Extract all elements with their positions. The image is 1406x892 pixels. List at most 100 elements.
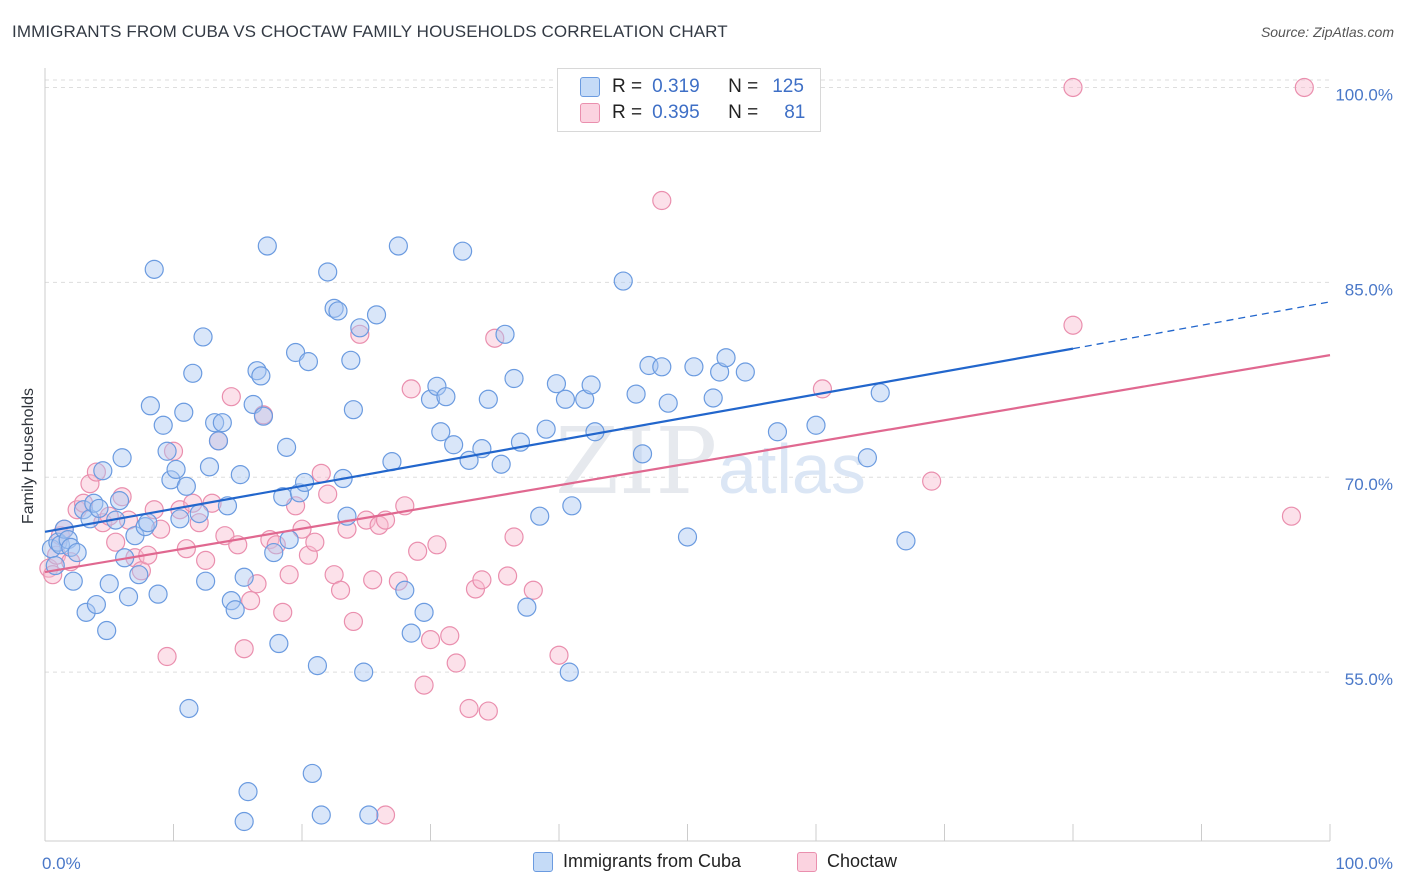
cuba-point [58,529,78,550]
legend-row-cuba: R = 0.319 N = 125 [580,75,804,99]
cuba-point [257,236,277,256]
cuba-point [311,805,331,825]
cuba-point [176,476,196,496]
choctaw-point [446,653,466,673]
cuba-point [225,600,245,620]
cuba-point [144,259,164,279]
cuba-point [453,241,473,261]
legend-swatch-cuba [533,851,553,872]
cuba-point [217,496,238,516]
choctaw-point [80,474,100,494]
choctaw-point [414,675,434,695]
choctaw-point [427,535,447,555]
cuba-point [76,602,96,622]
watermark-atlas: atlas [718,430,866,508]
cuba-point [559,662,579,682]
cuba-point [388,236,408,256]
cuba-point [99,574,119,594]
cuba-point [366,305,387,325]
cuba-point [495,324,515,344]
legend-n-value: 81 [784,102,806,123]
watermark-zip: ZIP [555,408,717,515]
cuba-point [205,413,225,433]
choctaw-point [1063,315,1083,335]
cuba-point [234,811,254,832]
cuba-point [89,498,109,519]
cuba-point [359,805,379,825]
legend-swatch-choctaw [797,851,817,872]
choctaw-point [350,324,370,344]
cuba-point [530,506,550,526]
cuba-point [703,388,723,408]
choctaw-point [363,570,383,590]
cuba-point [157,441,177,461]
cuba-point [174,402,194,422]
choctaw-point [472,570,492,590]
cuba-point [298,352,319,372]
cuba-trend-line [44,347,1074,533]
cuba-point [735,362,755,382]
cuba-point [307,656,328,676]
legend-item-cuba: Immigrants from Cuba [533,851,741,872]
x-tick-label: 100.0% [1335,854,1393,873]
cuba-point [294,472,315,493]
cuba-point [504,368,524,389]
cuba-point [684,357,704,377]
cuba-point [806,415,826,435]
choctaw-point [86,462,107,482]
cuba-point [84,493,104,513]
cuba-point [767,422,788,442]
cuba-point [716,348,736,368]
cuba-point [247,361,267,381]
legend-swatch-choctaw [580,103,600,123]
choctaw-point [922,471,942,491]
trend-lines [44,301,1331,574]
choctaw-point [157,646,177,667]
cuba-point [118,587,139,607]
legend-row-choctaw: R = 0.395 N = 81 [580,101,805,125]
tick-labels: 55.0% 70.0% 85.0% 100.0% 0.0% 100.0% [42,85,1393,873]
cuba-points [41,236,916,832]
axes [44,68,1331,842]
cuba-point [318,262,338,282]
cuba-point [269,633,289,654]
cuba-point [212,413,232,433]
cuba-point [632,444,653,464]
source-label: Source: ZipAtlas.com [1260,24,1394,40]
cuba-point [546,374,567,394]
cuba-point [677,527,698,547]
choctaw-point [420,630,441,650]
cuba-point [129,565,149,585]
cuba-point [328,301,348,321]
choctaw-point [652,190,672,211]
legend-r-label: R = [612,102,643,123]
cuba-point [253,406,274,426]
choctaw-point [549,645,569,665]
cuba-point [238,782,258,802]
cuba-point [478,389,498,409]
cuba-point [276,437,297,457]
cuba-point [395,580,415,600]
cuba-point [264,542,284,563]
legend-label-choctaw: Choctaw [827,851,898,871]
cuba-point [251,366,271,386]
cuba-point [67,542,87,563]
cuba-point [857,448,878,468]
choctaw-point [1063,77,1083,98]
cuba-point [517,597,537,617]
legend-r-label: R = [612,76,643,97]
cuba-point [354,662,374,682]
legend-n-label: N = [728,102,759,123]
cuba-point [581,375,601,395]
choctaw-point [504,527,524,547]
cuba-point [575,389,595,409]
y-axis-label: Family Households [20,388,37,524]
choctaw-point [305,532,325,552]
cuba-point [896,531,916,551]
cuba-point [93,461,113,481]
cuba-point [138,513,158,533]
cuba-point [196,571,216,591]
x-tick-label: 0.0% [42,854,81,873]
choctaw-point [241,591,261,611]
cuba-point [613,271,633,291]
